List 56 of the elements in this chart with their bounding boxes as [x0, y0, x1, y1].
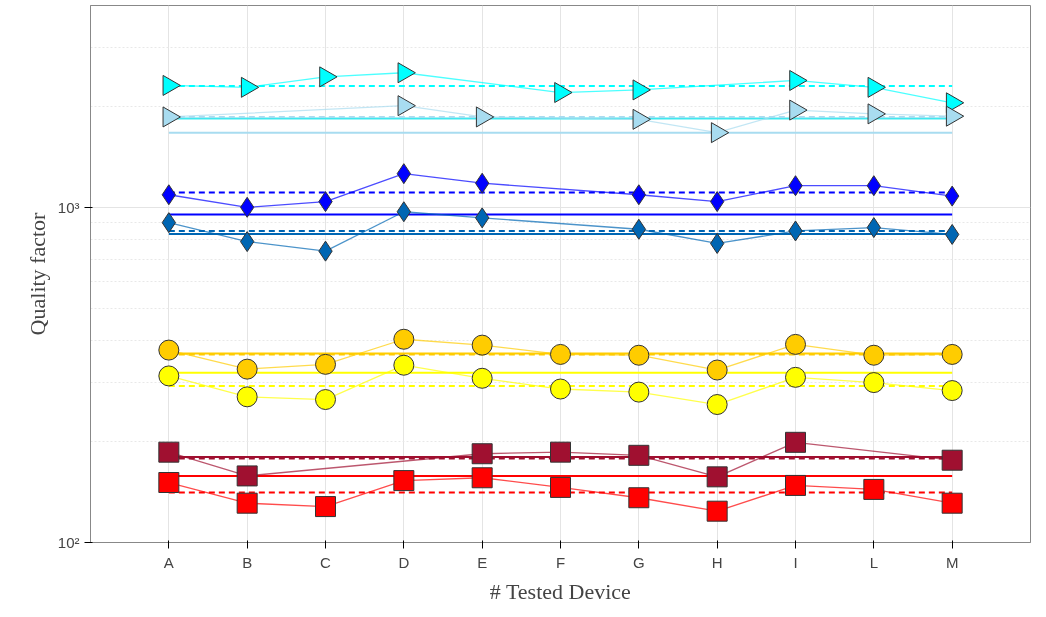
point: [393, 328, 415, 350]
point: [628, 381, 650, 403]
point: [785, 474, 806, 496]
point: [315, 353, 336, 375]
x-axis-title: # Tested Device: [489, 578, 631, 604]
point: [941, 492, 963, 514]
point: [863, 478, 885, 500]
x-tick-label: B: [242, 553, 253, 571]
point: [236, 358, 258, 380]
point: [315, 389, 336, 411]
point: [393, 354, 415, 376]
x-tick-label: E: [477, 553, 488, 571]
x-tick-label: A: [163, 553, 174, 571]
point: [315, 496, 336, 518]
point: [628, 444, 650, 466]
point: [158, 339, 180, 361]
point: [158, 365, 180, 387]
point: [471, 467, 493, 489]
x-tick-label: H: [711, 553, 723, 571]
point: [471, 367, 493, 389]
x-tick-label: G: [633, 553, 645, 571]
point: [785, 333, 806, 355]
point: [941, 343, 963, 365]
x-tick-label: M: [945, 553, 959, 571]
y-tick-label: 10²: [57, 534, 80, 551]
x-tick-label: F: [555, 553, 566, 571]
point: [941, 449, 963, 471]
point: [393, 470, 415, 492]
point: [785, 366, 806, 388]
point: [628, 344, 650, 366]
point: [941, 380, 963, 402]
point: [471, 334, 493, 356]
point: [550, 343, 571, 365]
point: [550, 441, 571, 463]
x-tick-label: L: [869, 553, 879, 571]
point: [550, 476, 571, 498]
point: [863, 344, 885, 366]
point: [706, 394, 728, 416]
point: [236, 492, 258, 514]
y-axis-title: Quality factor: [24, 211, 50, 336]
point: [628, 487, 650, 509]
point: [158, 441, 180, 463]
point: [236, 465, 258, 487]
point: [706, 466, 728, 488]
point: [785, 431, 806, 453]
x-tick-label: D: [398, 553, 410, 571]
point: [471, 443, 493, 465]
point: [236, 386, 258, 408]
point: [550, 378, 571, 400]
point: [158, 472, 180, 494]
point: [706, 359, 728, 381]
x-tick-label: C: [320, 553, 332, 571]
point: [863, 372, 885, 394]
x-tick-label: I: [793, 553, 798, 571]
point: [706, 500, 728, 522]
y-tick-label: 10³: [57, 198, 80, 216]
